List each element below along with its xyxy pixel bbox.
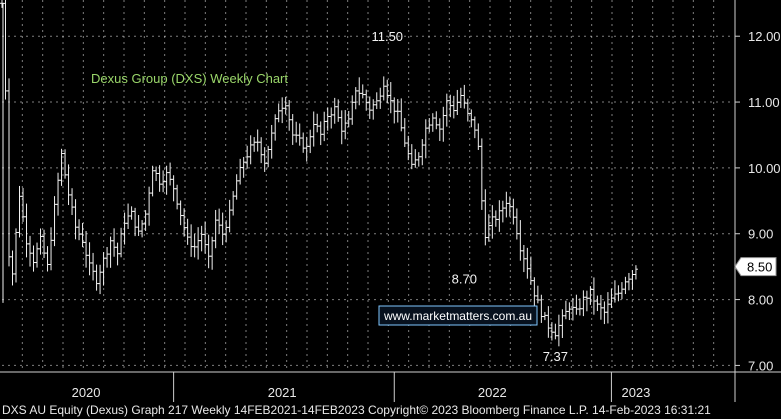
last-price-label: 8.50 [747,260,772,275]
price-bars [0,0,638,347]
y-tick-label: 9.00 [748,227,773,242]
y-tick-label: 8.00 [748,293,773,308]
y-tick-label: 7.00 [748,358,773,373]
x-tick-label: 2020 [72,385,101,400]
y-tick-label: 11.00 [748,95,780,110]
watermark-text: www.marketmatters.com.au [383,309,532,323]
annotations: 11.50 8.70 7.37 [371,29,568,364]
y-axis: 7.00 8.00 9.00 10.00 11.00 12.00 8.50 [0,0,781,402]
price-annotation: 11.50 [371,29,403,44]
x-tick-label: 2022 [478,385,507,400]
price-annotation: 8.70 [452,271,477,286]
y-tick-label: 10.00 [748,161,781,176]
chart-title: Dexus Group (DXS) Weekly Chart [91,71,288,86]
x-tick-label: 2021 [268,385,297,400]
year-dividers [173,372,612,402]
watermark-box [378,305,538,326]
x-tick-label: 2023 [621,385,650,400]
chart-grid [0,0,781,402]
bloomberg-footer: DXS AU Equity (Dexus) Graph 217 Weekly 1… [0,402,781,419]
chart-background [0,0,781,402]
x-axis: 2020 2021 2022 2023 [72,385,651,400]
last-price-marker [734,257,777,277]
y-tick-label: 12.00 [748,29,781,44]
price-annotation: 7.37 [543,349,568,364]
